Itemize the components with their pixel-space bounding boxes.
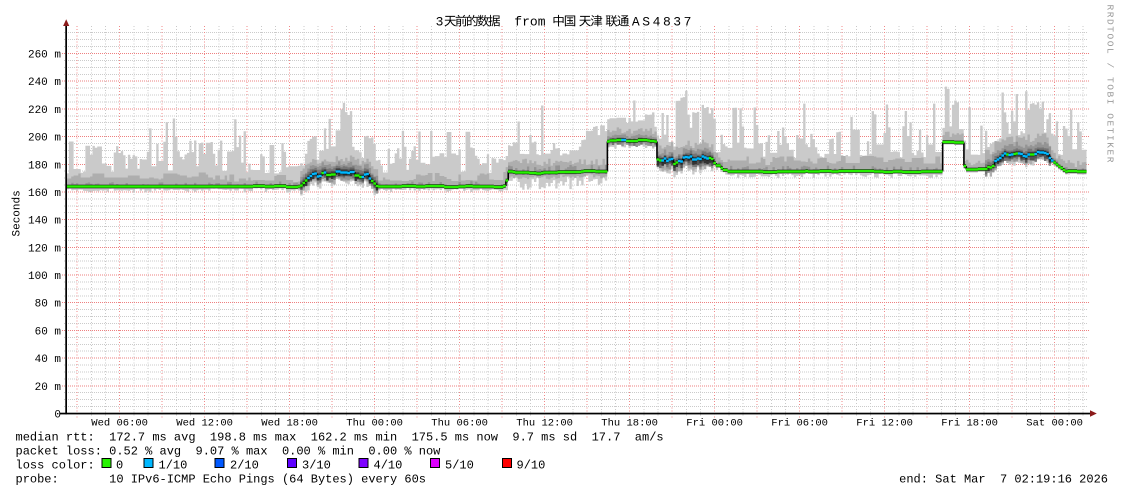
svg-text:40 m: 40 m	[35, 354, 62, 366]
svg-text:140 m: 140 m	[28, 216, 61, 228]
svg-text:80 m: 80 m	[35, 299, 62, 311]
svg-text:packet loss: 0.52 % avg 9.07: packet loss: 0.52 % avg 9.07 % max 0.00 …	[16, 445, 442, 459]
svg-text:Thu 00:00: Thu 00:00	[346, 418, 403, 430]
svg-text:20 m: 20 m	[35, 382, 62, 394]
svg-text:end: Sat Mar 7 02:19:16 2026: end: Sat Mar 7 02:19:16 2026	[899, 473, 1108, 487]
svg-text:Seconds: Seconds	[12, 190, 24, 236]
svg-text:180 m: 180 m	[28, 160, 61, 172]
svg-text:220 m: 220 m	[28, 105, 61, 117]
svg-text:200 m: 200 m	[28, 133, 61, 145]
svg-text:120 m: 120 m	[28, 243, 61, 255]
svg-text:0: 0	[116, 459, 123, 473]
svg-text:from: from	[514, 14, 545, 29]
svg-text:median rtt: 172.7 ms avg 198: median rtt: 172.7 ms avg 198.8 ms max 16…	[16, 431, 664, 445]
svg-text:Thu 12:00: Thu 12:00	[516, 418, 573, 430]
svg-text:Wed 06:00: Wed 06:00	[91, 418, 148, 430]
svg-text:Sat 00:00: Sat 00:00	[1026, 418, 1083, 430]
svg-text:Wed 18:00: Wed 18:00	[261, 418, 318, 430]
svg-text:1/10: 1/10	[159, 459, 188, 473]
svg-text:Fri 06:00: Fri 06:00	[771, 418, 828, 430]
svg-text:Fri 12:00: Fri 12:00	[856, 418, 913, 430]
svg-text:60 m: 60 m	[35, 326, 62, 338]
svg-text:5/10: 5/10	[445, 459, 474, 473]
svg-text:4/10: 4/10	[374, 459, 403, 473]
svg-text:loss color:: loss color:	[16, 459, 95, 473]
svg-text:probe: 10 IPv6-ICMP Echo: probe: 10 IPv6-ICMP Echo Pings (64 Bytes…	[16, 473, 426, 487]
svg-text:0: 0	[54, 410, 61, 422]
svg-text:3: 3	[436, 14, 444, 29]
svg-text:100 m: 100 m	[28, 271, 61, 283]
svg-text:260 m: 260 m	[28, 50, 61, 62]
svg-text:3/10: 3/10	[302, 459, 331, 473]
svg-text:RRDTOOL / TOBI OETIKER: RRDTOOL / TOBI OETIKER	[1105, 5, 1116, 165]
svg-text:Thu 06:00: Thu 06:00	[431, 418, 488, 430]
svg-text:160 m: 160 m	[28, 188, 61, 200]
svg-text:240 m: 240 m	[28, 77, 61, 89]
svg-text:Thu 18:00: Thu 18:00	[601, 418, 658, 430]
svg-text:Fri 00:00: Fri 00:00	[686, 418, 743, 430]
svg-text:2/10: 2/10	[230, 459, 259, 473]
svg-text:Fri 18:00: Fri 18:00	[941, 418, 998, 430]
svg-text:9/10: 9/10	[517, 459, 546, 473]
svg-text:AS4837: AS4837	[632, 14, 694, 29]
svg-text:Wed 12:00: Wed 12:00	[176, 418, 233, 430]
